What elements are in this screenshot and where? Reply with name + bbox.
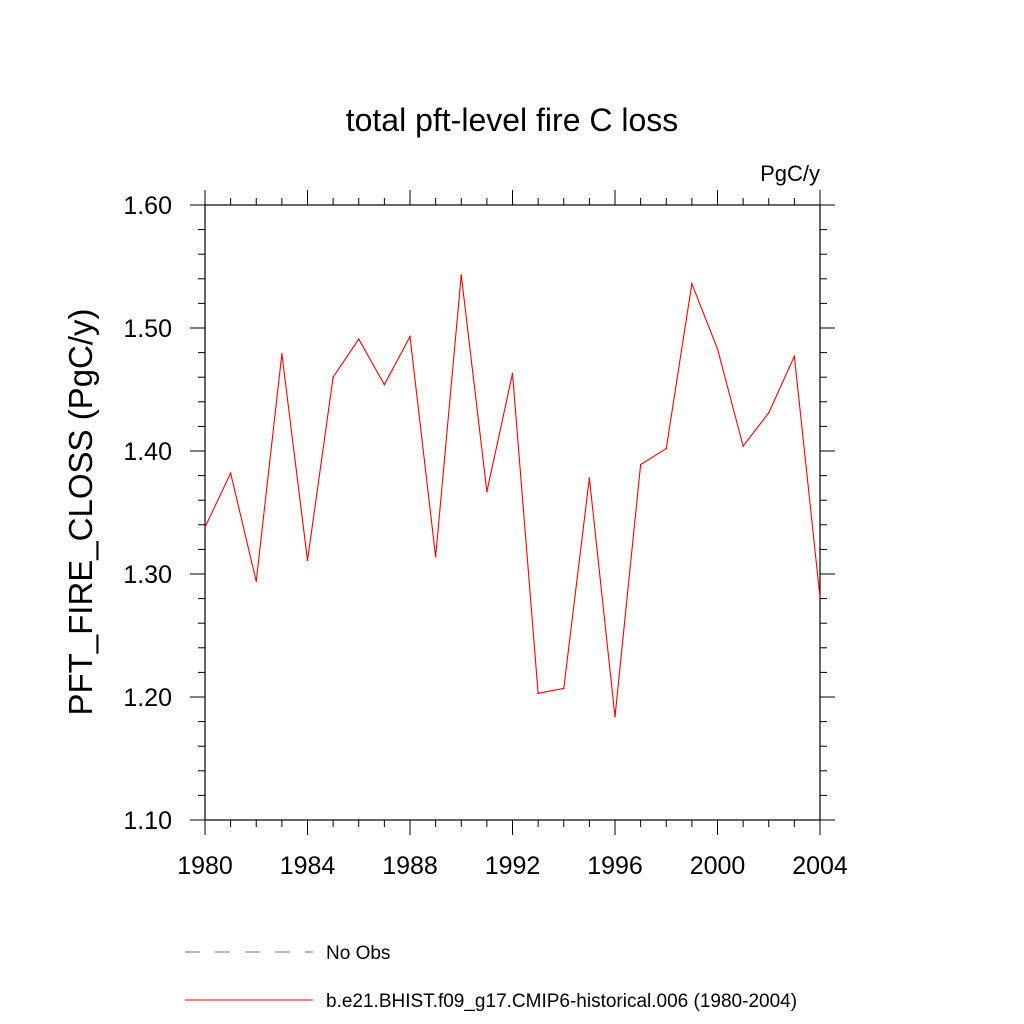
- y-tick-label: 1.50: [123, 315, 172, 343]
- data-point: [691, 282, 693, 285]
- data-point: [229, 472, 232, 474]
- x-tick-label: 1988: [382, 852, 438, 880]
- plot-frame: [204, 204, 821, 821]
- data-point: [409, 335, 411, 338]
- data-point: [639, 463, 642, 466]
- x-tick-label: 1996: [587, 852, 643, 880]
- data-point: [357, 338, 360, 340]
- chart-title: total pft-level fire C loss: [346, 102, 679, 138]
- y-tick-label: 1.10: [123, 807, 172, 835]
- y-tick-label: 1.40: [123, 438, 172, 466]
- data-point: [434, 555, 437, 558]
- data-point: [255, 580, 258, 583]
- data-point: [767, 412, 770, 414]
- legend: No Obs b.e21.BHIST.f09_g17.CMIP6-historic…: [185, 943, 797, 1012]
- x-tick-label: 1984: [280, 852, 336, 880]
- data-point: [562, 687, 565, 690]
- data-point: [614, 715, 616, 718]
- axis-ticks: 1980 1984 1988 1992 1996 2000 2004 1.10 1.20 1.30…: [123, 190, 848, 880]
- y-axis-label: PFT_FIRE_CLOSS (PgC/y): [62, 308, 99, 715]
- x-tick-label: 2004: [792, 852, 848, 880]
- data-point: [281, 353, 283, 355]
- data-point: [793, 355, 796, 358]
- units-label: PgC/y: [760, 161, 820, 186]
- data-point: [716, 348, 719, 350]
- data-point: [665, 447, 668, 450]
- data-point: [383, 383, 386, 386]
- data-point: [332, 376, 334, 379]
- data-point: [486, 490, 488, 493]
- x-tick-label: 1992: [485, 852, 541, 880]
- data-point: [819, 596, 821, 599]
- data-point: [511, 372, 514, 375]
- data-point: [204, 526, 206, 529]
- data-point: [588, 477, 591, 479]
- x-tick-label: 1980: [177, 852, 233, 880]
- data-point: [306, 559, 309, 562]
- legend-label: b.e21.BHIST.f09_g17.CMIP6-historical.006…: [326, 991, 797, 1012]
- data-point: [460, 274, 463, 276]
- data-point: [537, 692, 539, 695]
- series-line: [204, 275, 821, 717]
- y-tick-label: 1.30: [123, 561, 172, 589]
- series-group: [204, 274, 821, 718]
- y-tick-label: 1.60: [123, 192, 172, 220]
- x-tick-label: 2000: [690, 852, 746, 880]
- y-tick-label: 1.20: [123, 684, 172, 712]
- data-point: [742, 445, 744, 447]
- legend-label: No Obs: [326, 943, 390, 964]
